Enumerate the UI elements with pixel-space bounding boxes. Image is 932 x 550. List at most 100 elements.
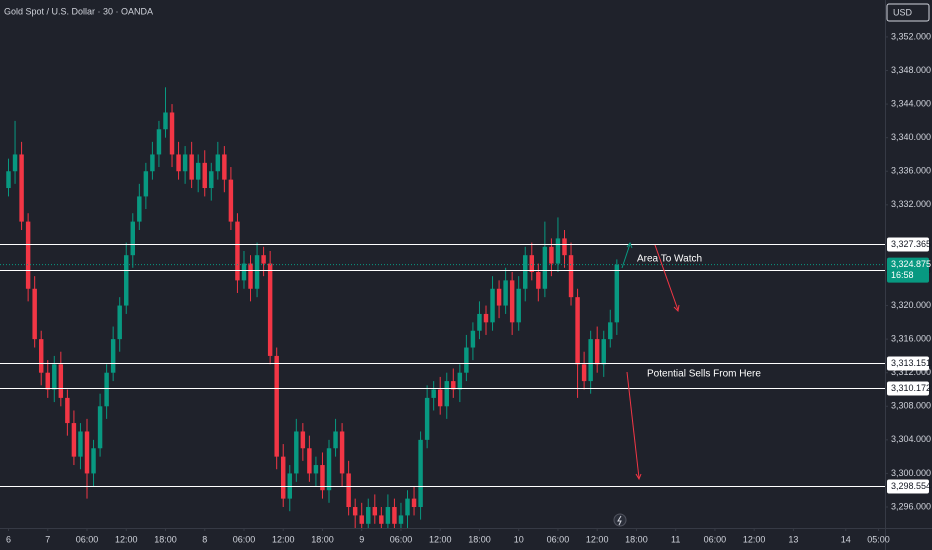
y-tick-label: 3,296.000 bbox=[891, 501, 931, 511]
y-tick-label: 3,320.000 bbox=[891, 300, 931, 310]
x-tick-label: 8 bbox=[202, 534, 207, 544]
candle-body bbox=[143, 171, 149, 197]
event-icon[interactable] bbox=[613, 513, 627, 527]
x-tick-label: 14 bbox=[841, 534, 851, 544]
candle-body bbox=[104, 372, 109, 407]
countdown: 16:58 bbox=[891, 270, 914, 280]
candle-body bbox=[352, 507, 358, 516]
event-icon-bolt bbox=[617, 515, 622, 526]
x-tick-label: 18:00 bbox=[625, 534, 648, 544]
candle-body bbox=[385, 507, 391, 524]
candle-body bbox=[339, 431, 345, 474]
arrow bbox=[626, 371, 640, 479]
level-label-box bbox=[887, 237, 929, 252]
x-tick-label: 12:00 bbox=[743, 534, 766, 544]
chart-title: Gold Spot / U.S. Dollar · 30 · OANDA bbox=[4, 6, 153, 16]
x-tick-label: 9 bbox=[359, 534, 364, 544]
x-tick-label: 12:00 bbox=[115, 534, 138, 544]
candle-body bbox=[12, 154, 18, 172]
candle-body bbox=[19, 154, 24, 222]
candle-body bbox=[503, 280, 508, 306]
candle-body bbox=[581, 364, 587, 382]
x-tick-label: 06:00 bbox=[547, 534, 570, 544]
x-tick-label: 06:00 bbox=[390, 534, 413, 544]
candle-body bbox=[431, 389, 436, 398]
currency: USD bbox=[893, 7, 913, 17]
x-tick-label: 06:00 bbox=[76, 534, 99, 544]
candle-body bbox=[130, 221, 136, 256]
candle-body bbox=[78, 431, 83, 457]
candle-body bbox=[444, 381, 449, 407]
candle-body bbox=[176, 154, 181, 172]
candle-body bbox=[516, 288, 521, 323]
candle-body bbox=[195, 162, 201, 180]
candle-body bbox=[529, 255, 535, 272]
candle-body bbox=[235, 221, 240, 281]
currency-box[interactable] bbox=[886, 3, 930, 22]
candle-body bbox=[437, 389, 443, 407]
candle-body bbox=[451, 381, 456, 390]
y-tick-label: 3,332.000 bbox=[891, 199, 931, 209]
y-tick-label: 3,304.000 bbox=[891, 434, 931, 444]
candle-body bbox=[228, 179, 234, 222]
candle-body bbox=[45, 372, 50, 390]
candle-body bbox=[38, 339, 44, 373]
candle-body bbox=[274, 355, 279, 457]
candle-body bbox=[189, 154, 194, 180]
candle-body bbox=[470, 330, 476, 348]
x-tick-label: 18:00 bbox=[468, 534, 491, 544]
plot-area bbox=[0, 87, 885, 528]
x-tick-label: 12:00 bbox=[429, 534, 452, 544]
x-tick-label: 7 bbox=[45, 534, 50, 544]
candle-body bbox=[523, 255, 528, 289]
candle-body bbox=[359, 515, 364, 524]
candle-body bbox=[575, 297, 580, 365]
candle-body bbox=[424, 397, 430, 440]
last-price-label: 3,324.875 bbox=[891, 259, 931, 269]
candle-body bbox=[222, 154, 227, 180]
candle-body bbox=[110, 339, 116, 373]
candle-body bbox=[6, 171, 11, 189]
x-tick-label: 13 bbox=[788, 534, 798, 544]
candle-body bbox=[248, 263, 253, 289]
level-label: 3,310.172 bbox=[891, 383, 931, 393]
x-tick-label: 06:00 bbox=[233, 534, 256, 544]
candle-body bbox=[608, 322, 613, 340]
candle-body bbox=[555, 238, 561, 264]
x-tick-label: 10 bbox=[514, 534, 524, 544]
candle-body bbox=[71, 423, 77, 457]
candle-body bbox=[137, 196, 142, 222]
y-tick-label: 3,344.000 bbox=[891, 98, 931, 108]
y-tick-label: 3,352.000 bbox=[891, 31, 931, 41]
x-tick-label: 05:00 bbox=[867, 534, 890, 544]
candle-body bbox=[32, 288, 37, 340]
overlay: Area To Watch Potential Sells From Here bbox=[613, 241, 761, 527]
candle-body bbox=[182, 154, 188, 172]
level-label: 3,298.554 bbox=[891, 481, 931, 491]
candle-body bbox=[313, 465, 319, 474]
candle-body bbox=[84, 431, 90, 474]
y-tick-label: 3,340.000 bbox=[891, 132, 931, 142]
candle-body bbox=[490, 288, 495, 323]
candle-body bbox=[202, 162, 207, 189]
x-tick-label: 18:00 bbox=[154, 534, 177, 544]
y-tick-label: 3,316.000 bbox=[891, 334, 931, 344]
candle-body bbox=[601, 339, 606, 365]
candle-body bbox=[163, 112, 168, 130]
level-label: 3,313.151 bbox=[891, 358, 931, 368]
level-label-box bbox=[887, 479, 929, 494]
candle-body bbox=[509, 280, 515, 323]
candle-body bbox=[594, 339, 600, 365]
candle-body bbox=[58, 364, 64, 398]
candle-body bbox=[464, 347, 469, 373]
candle-body bbox=[614, 264, 620, 323]
candle-body bbox=[215, 154, 221, 172]
level-label-box bbox=[887, 381, 929, 396]
candle-body bbox=[25, 221, 31, 289]
candle-body bbox=[398, 515, 404, 524]
x-tick-label: 18:00 bbox=[311, 534, 334, 544]
candle-body bbox=[52, 364, 57, 390]
candle-body bbox=[346, 473, 351, 508]
